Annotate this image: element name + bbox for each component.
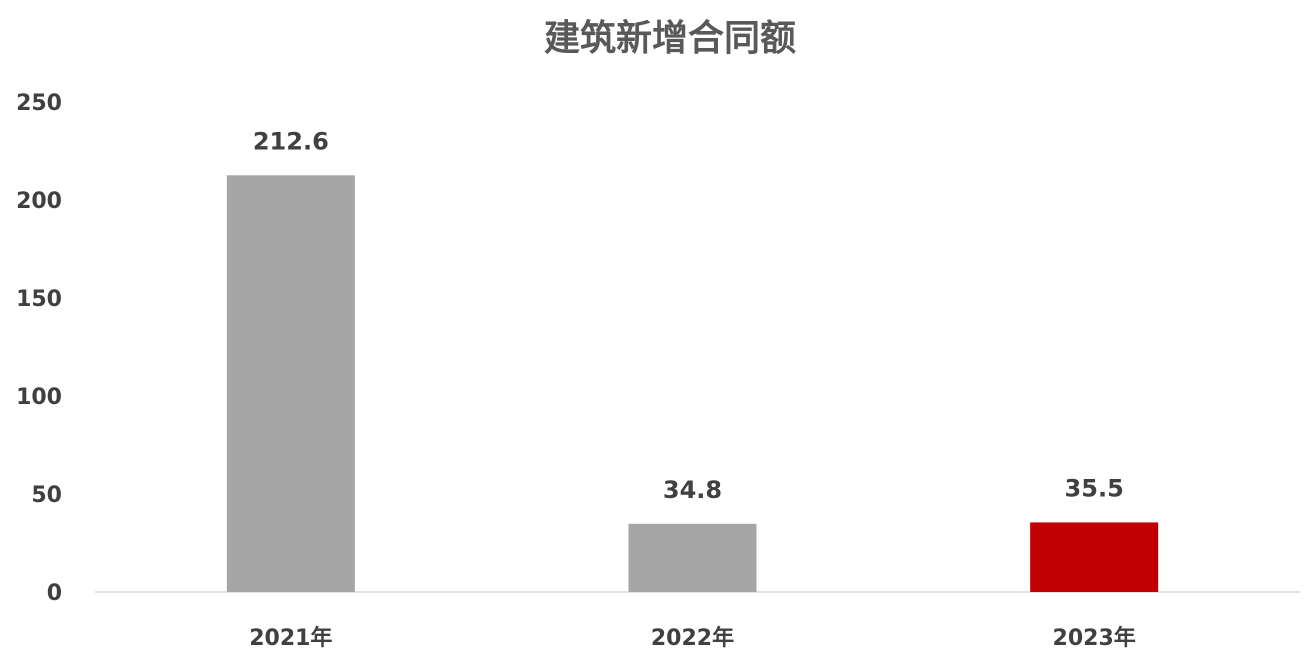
y-tick-label: 150 [16, 287, 62, 312]
bar-1 [226, 175, 355, 592]
chart-title: 建筑新增合同额 [544, 18, 796, 59]
x-category-label: 2022年 [651, 625, 734, 650]
y-axis-ticks: 0 50 100 150 200 250 [16, 91, 62, 606]
data-label-3: 35.5 [1065, 474, 1124, 502]
bar-3 [1030, 522, 1159, 592]
data-label-2: 34.8 [663, 476, 722, 504]
y-tick-label: 200 [16, 189, 62, 214]
y-tick-label: 250 [16, 91, 62, 116]
bar-2 [628, 523, 757, 592]
data-labels: 212.6 34.8 35.5 [253, 127, 1124, 503]
x-category-label: 2023年 [1053, 625, 1136, 650]
x-category-label: 2021年 [249, 625, 332, 650]
data-label-1: 212.6 [253, 127, 329, 155]
y-tick-label: 100 [16, 385, 62, 410]
y-tick-label: 0 [47, 581, 62, 606]
bars [226, 175, 1159, 592]
y-tick-label: 50 [31, 483, 62, 508]
x-axis-categories: 2021年 2022年 2023年 [249, 625, 1136, 650]
